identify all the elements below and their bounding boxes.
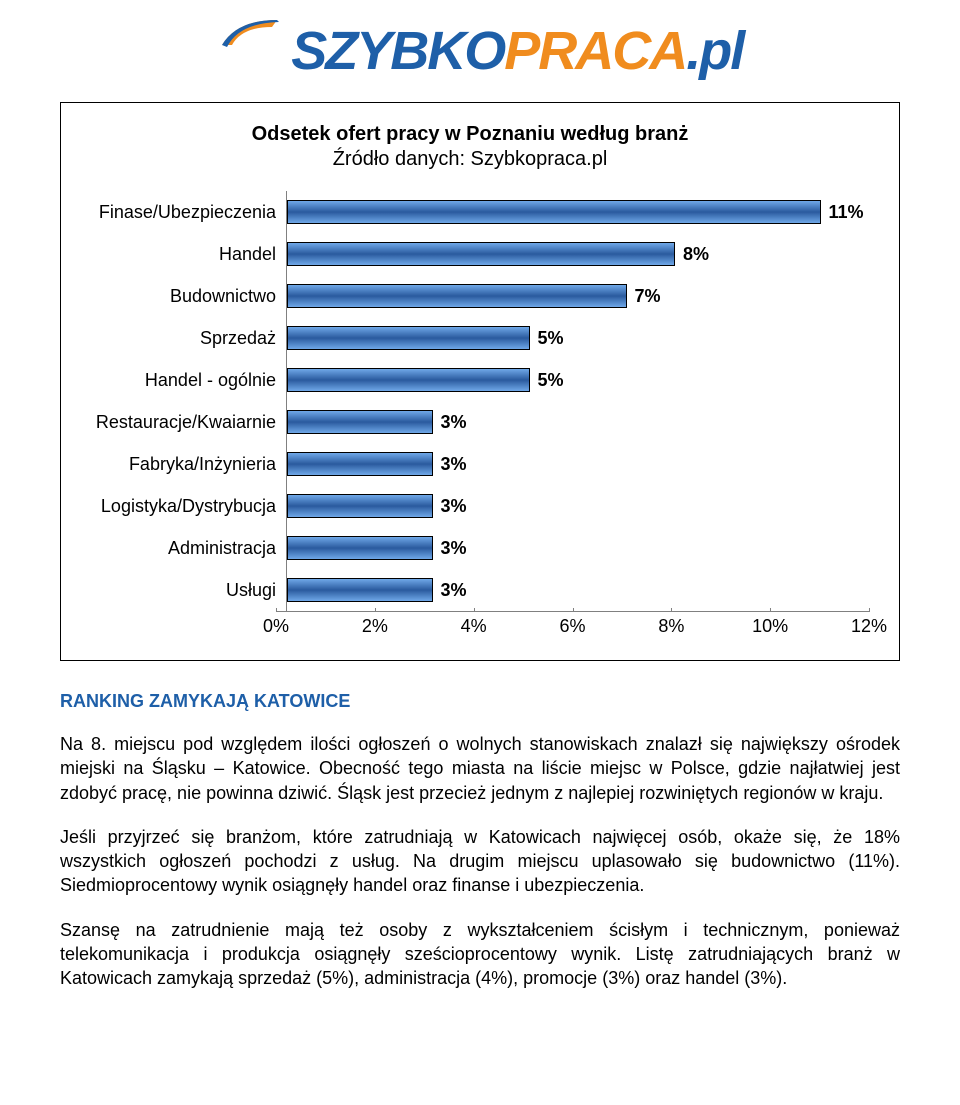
chart-bar — [287, 536, 433, 560]
chart-bar — [287, 368, 530, 392]
chart-container: Odsetek ofert pracy w Poznaniu według br… — [60, 102, 900, 661]
paragraph: Na 8. miejscu pod względem ilości ogłosz… — [60, 732, 900, 805]
chart-plot-area: 3% — [286, 527, 869, 569]
chart-bar-label: Fabryka/Inżynieria — [71, 454, 286, 475]
chart-bar-value: 3% — [433, 412, 467, 433]
chart-plot-area: 3% — [286, 569, 869, 611]
chart-plot-area: 5% — [286, 317, 869, 359]
chart-bar-value: 5% — [530, 370, 564, 391]
chart-axis-tick: 0% — [263, 612, 289, 637]
paragraph: Szansę na zatrudnienie mają też osoby z … — [60, 918, 900, 991]
chart-row: Sprzedaż 5% — [71, 317, 869, 359]
chart-bar-value: 3% — [433, 580, 467, 601]
chart-bar-value: 11% — [821, 202, 864, 223]
chart-bar — [287, 200, 821, 224]
logo-part3: .pl — [686, 21, 743, 81]
chart-bar-label: Restauracje/Kwaiarnie — [71, 412, 286, 433]
chart-bar — [287, 284, 627, 308]
chart-x-axis: 0%2%4%6%8%10%12% — [276, 611, 869, 640]
chart-bar-label: Usługi — [71, 580, 286, 601]
section-heading: RANKING ZAMYKAJĄ KATOWICE — [60, 691, 900, 712]
chart-plot-area: 3% — [286, 401, 869, 443]
chart-bar-label: Handel - ogólnie — [71, 370, 286, 391]
chart-axis-tick: 8% — [658, 612, 684, 637]
chart-rows: Finase/Ubezpieczenia 11% Handel 8% Budownict… — [71, 191, 869, 611]
chart-row: Fabryka/Inżynieria 3% — [71, 443, 869, 485]
chart-bar — [287, 410, 433, 434]
chart-bar-label: Sprzedaż — [71, 328, 286, 349]
chart-bar-label: Administracja — [71, 538, 286, 559]
logo-wing-icon — [217, 15, 287, 56]
chart-row: Budownictwo 7% — [71, 275, 869, 317]
chart-axis-tick: 4% — [461, 612, 487, 637]
chart-axis-tick: 10% — [752, 612, 788, 637]
chart-bar — [287, 578, 433, 602]
chart-bar — [287, 326, 530, 350]
page: SZYBKOPRACA.pl Odsetek ofert pracy w Poz… — [0, 0, 960, 1051]
chart-plot-area: 7% — [286, 275, 869, 317]
chart-row: Logistyka/Dystrybucja 3% — [71, 485, 869, 527]
chart-bar — [287, 242, 675, 266]
chart-axis-tick: 12% — [851, 612, 887, 637]
chart-row: Usługi 3% — [71, 569, 869, 611]
chart-plot-area: 8% — [286, 233, 869, 275]
chart-bar-value: 5% — [530, 328, 564, 349]
chart-plot-area: 11% — [286, 191, 869, 233]
logo-part1: SZYBKO — [291, 21, 504, 81]
chart-bar — [287, 452, 433, 476]
logo-part2: PRACA — [504, 21, 686, 81]
site-logo: SZYBKOPRACA.pl — [60, 20, 900, 82]
chart-plot-area: 3% — [286, 443, 869, 485]
chart-bar-label: Logistyka/Dystrybucja — [71, 496, 286, 517]
chart-bar-value: 7% — [627, 286, 661, 307]
chart-bar — [287, 494, 433, 518]
chart-plot-area: 3% — [286, 485, 869, 527]
chart-title: Odsetek ofert pracy w Poznaniu według br… — [71, 123, 869, 146]
chart-row: Finase/Ubezpieczenia 11% — [71, 191, 869, 233]
chart-bar-value: 3% — [433, 454, 467, 475]
chart-axis-tick: 6% — [559, 612, 585, 637]
chart-row: Handel - ogólnie 5% — [71, 359, 869, 401]
chart-axis-tick: 2% — [362, 612, 388, 637]
chart-bar-value: 8% — [675, 244, 709, 265]
chart-row: Administracja 3% — [71, 527, 869, 569]
chart-bar-value: 3% — [433, 496, 467, 517]
paragraph: Jeśli przyjrzeć się branżom, które zatru… — [60, 825, 900, 898]
chart-bar-label: Handel — [71, 244, 286, 265]
logo-text: SZYBKOPRACA.pl — [291, 21, 743, 81]
chart-bar-value: 3% — [433, 538, 467, 559]
chart-bar-label: Finase/Ubezpieczenia — [71, 202, 286, 223]
chart-row: Handel 8% — [71, 233, 869, 275]
chart-row: Restauracje/Kwaiarnie 3% — [71, 401, 869, 443]
chart-bar-label: Budownictwo — [71, 286, 286, 307]
chart-subtitle: Źródło danych: Szybkopraca.pl — [71, 148, 869, 171]
chart-plot-area: 5% — [286, 359, 869, 401]
